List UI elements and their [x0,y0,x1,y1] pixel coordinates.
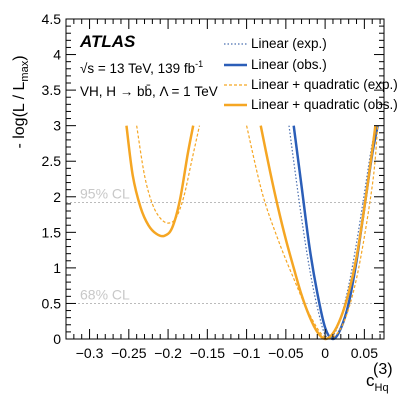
cl-label-1: 68% CL [80,286,130,302]
legend-label-linear-exp: Linear (exp.) [251,36,327,51]
y-tick-label: 2 [53,189,61,205]
y-tick-label: 0.5 [42,295,62,311]
x-tick-label: −0.1 [233,345,261,361]
x-axis-title: cHq [366,371,389,394]
atlas-label: ATLAS [79,32,136,51]
series-3-curve-0 [125,125,195,238]
x-tick-label: −0.2 [154,345,182,361]
x-tick-label: −0.05 [268,345,304,361]
y-axis-title: - log(L / Lmax) [11,55,31,148]
y-tick-label: 3 [53,118,61,134]
legend-label-linquad-obs: Linear + quadratic (obs.) [251,97,398,112]
series-3-curve-1 [259,125,377,341]
x-tick-label: 0.05 [351,345,378,361]
axis-ticks [65,18,384,340]
series-0-curve-0 [288,125,378,339]
y-tick-label: 3.5 [42,82,62,98]
info-energy-lumi: √s = 13 TeV, 139 fb-1 [80,59,203,76]
y-tick-label: 4.5 [42,11,62,27]
info-process: VH, H → bb̄, Λ = 1 TeV [80,84,218,99]
y-tick-label: 1.5 [42,224,62,240]
y-tick-label: 1 [53,260,61,276]
tick-labels: −0.3 −0.25 −0.2 −0.15 −0.1 −0.05 0 0.05 0 0.5 1 1.5… [42,11,379,361]
legend-label-linear-obs: Linear (obs.) [251,57,327,72]
plot-frame [65,18,385,340]
series-2-curve-0 [136,125,201,224]
reference-lines: 95% CL 68% CL [66,185,384,304]
y-tick-label: 4 [53,47,61,63]
cl-label-0: 95% CL [80,185,130,201]
x-tick-label: 0 [321,345,329,361]
series-2-curve-1 [246,125,379,339]
y-tick-label: 0 [53,331,61,347]
x-tick-label: −0.3 [76,345,104,361]
x-axis-title-superscript: (3) [373,361,393,378]
curves [125,125,379,341]
y-tick-label: 2.5 [42,153,62,169]
legend: Linear (exp.) Linear (obs.) Linear + qua… [224,36,398,112]
x-tick-label: −0.25 [111,345,147,361]
x-tick-label: −0.15 [190,345,226,361]
legend-label-linquad-exp: Linear + quadratic (exp.) [251,77,398,92]
